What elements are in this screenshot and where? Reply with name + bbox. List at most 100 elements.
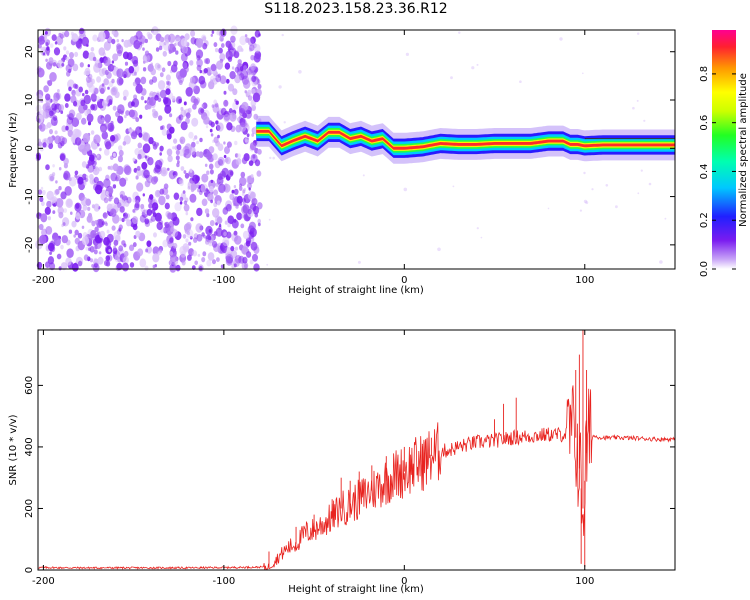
noise-speck: [49, 110, 54, 117]
ridge-core: [256, 129, 675, 150]
noise-speck: [65, 257, 72, 266]
noise-speck: [137, 248, 144, 257]
noise-speck: [171, 95, 176, 101]
noise-speck: [243, 79, 251, 89]
noise-speck: [239, 118, 247, 128]
noise-speck: [223, 99, 229, 107]
noise-speck: [89, 246, 95, 253]
noise-speck: [109, 165, 114, 171]
noise-speck: [202, 102, 208, 109]
noise-speck: [232, 88, 238, 96]
noise-speck: [52, 164, 55, 168]
noise-speck: [151, 176, 158, 185]
noise-speck: [63, 163, 68, 169]
noise-speck: [193, 85, 201, 95]
noise-speck: [82, 232, 88, 239]
noise-speck: [166, 148, 173, 156]
noise-speck: [117, 115, 124, 124]
noise-speck: [183, 101, 187, 106]
snr-x-tick-label: -100: [213, 576, 236, 587]
noise-speck: [197, 188, 201, 193]
noise-speck: [107, 36, 113, 44]
noise-speck: [189, 146, 196, 156]
noise-speck: [179, 136, 186, 145]
noise-speck: [147, 157, 154, 166]
noise-speck: [41, 189, 46, 196]
noise-speck: [173, 192, 180, 200]
noise-speck: [547, 207, 550, 210]
noise-speck: [216, 122, 224, 132]
noise-speck: [103, 178, 111, 189]
noise-speck: [61, 125, 67, 133]
noise-speck: [207, 252, 215, 261]
noise-speck: [195, 151, 201, 157]
noise-speck: [192, 250, 198, 257]
noise-speck: [208, 185, 214, 193]
noise-speck: [93, 257, 98, 263]
noise-speck: [135, 230, 141, 238]
noise-speck: [254, 30, 261, 38]
noise-speck: [122, 51, 129, 60]
noise-speck: [65, 50, 70, 55]
noise-speck: [201, 257, 206, 263]
noise-speck: [91, 264, 94, 268]
noise-speck: [583, 171, 586, 175]
noise-speck: [61, 63, 65, 67]
noise-speck: [243, 65, 248, 71]
noise-speck: [66, 198, 73, 207]
noise-speck: [209, 169, 214, 175]
noise-speck: [249, 191, 256, 200]
noise-speck: [63, 208, 68, 214]
noise-speck: [214, 215, 222, 224]
noise-speck: [90, 47, 95, 52]
noise-speck: [162, 50, 167, 57]
noise-speck: [130, 131, 138, 140]
noise-speck: [112, 152, 116, 158]
noise-speck: [215, 120, 219, 125]
noise-speck: [87, 64, 91, 68]
noise-speck: [103, 197, 109, 204]
noise-speck: [162, 97, 169, 105]
noise-speck: [153, 232, 157, 238]
noise-speck: [59, 153, 66, 161]
noise-speck: [218, 47, 223, 54]
noise-speck: [45, 93, 51, 101]
noise-speck: [223, 141, 226, 145]
noise-speck: [196, 140, 199, 145]
noise-speck: [89, 258, 94, 263]
noise-speck: [88, 247, 91, 252]
noise-speck: [49, 251, 52, 255]
noise-speck: [103, 56, 111, 67]
noise-speck: [210, 33, 213, 37]
noise-speck: [104, 221, 108, 225]
noise-speck: [179, 196, 184, 202]
noise-speck: [298, 70, 302, 74]
noise-speck: [180, 250, 186, 258]
noise-speck: [79, 144, 86, 153]
noise-speck: [220, 264, 224, 269]
noise-speck: [83, 254, 89, 261]
noise-speck: [48, 57, 54, 64]
noise-speck: [137, 142, 143, 149]
noise-speck: [230, 249, 238, 259]
snr-x-axis-label: Height of straight line (km): [288, 584, 424, 595]
noise-speck: [146, 240, 152, 247]
noise-speck: [480, 236, 483, 239]
noise-speck: [83, 94, 92, 105]
noise-speck: [107, 86, 110, 90]
noise-speck: [240, 171, 246, 178]
noise-speck: [36, 154, 41, 161]
noise-speck: [223, 90, 227, 95]
noise-speck: [206, 170, 210, 175]
noise-speck: [233, 263, 237, 268]
noise-speck: [199, 190, 203, 196]
noise-speck: [212, 208, 220, 218]
snr-y-tick-label: 400: [24, 437, 35, 456]
noise-speck: [201, 173, 209, 183]
noise-speck: [53, 47, 61, 56]
noise-speck: [81, 236, 90, 246]
spectrum-y-tick-label: -10: [24, 188, 35, 204]
noise-speck: [228, 108, 233, 114]
noise-speck: [51, 103, 57, 111]
